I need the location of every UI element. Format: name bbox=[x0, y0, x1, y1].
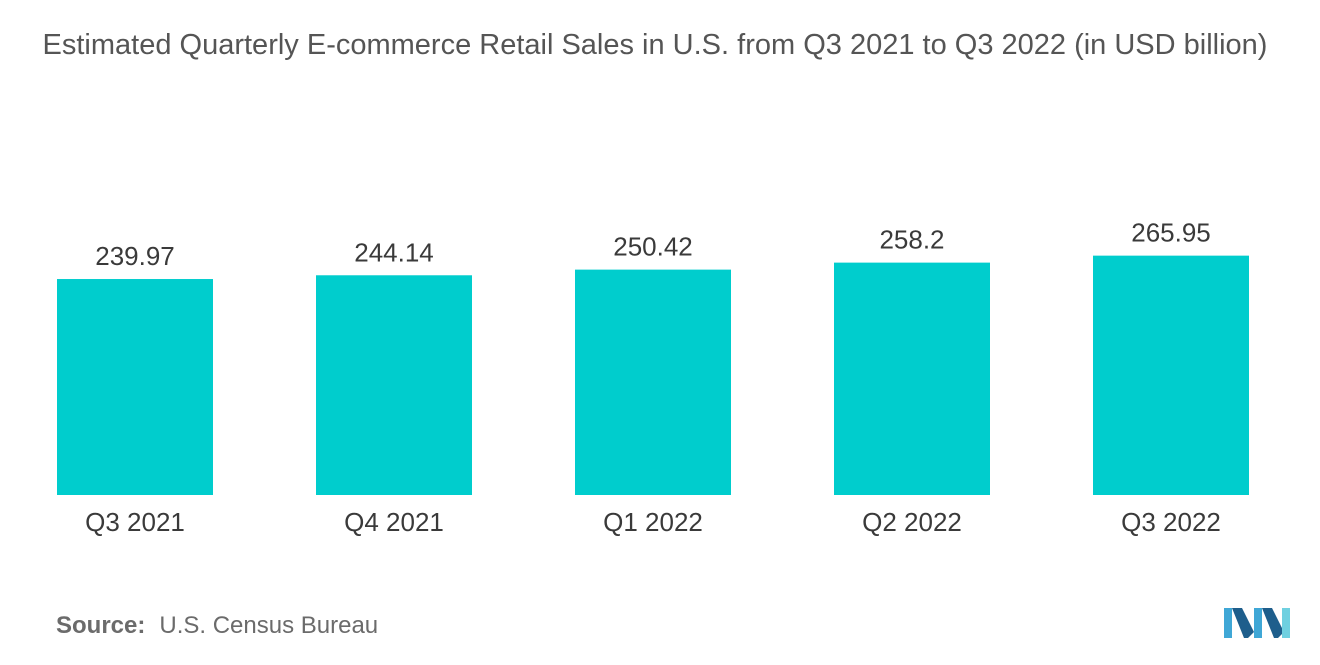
data-label: 258.2 bbox=[879, 225, 944, 255]
bar-q3-2021 bbox=[57, 279, 213, 495]
bar-q3-2022 bbox=[1093, 255, 1249, 495]
x-tick-labels-layer: Q3 2021 Q4 2021 Q1 2022 Q2 2022 Q3 2022 bbox=[85, 507, 1221, 537]
source-note: Source: U.S. Census Bureau bbox=[56, 612, 378, 640]
data-label: 244.14 bbox=[354, 237, 434, 267]
bar-q2-2022 bbox=[834, 262, 990, 495]
x-tick-label: Q3 2021 bbox=[85, 507, 185, 537]
x-tick-label: Q1 2022 bbox=[603, 507, 703, 537]
x-tick-label: Q2 2022 bbox=[862, 507, 962, 537]
mordor-intelligence-logo-icon bbox=[1224, 608, 1290, 638]
source-label: Source: bbox=[56, 612, 146, 639]
source-text: U.S. Census Bureau bbox=[159, 612, 379, 639]
x-tick-label: Q3 2022 bbox=[1121, 507, 1221, 537]
bar-q1-2022 bbox=[575, 269, 731, 495]
data-label: 265.95 bbox=[1131, 218, 1211, 248]
bars-layer bbox=[57, 255, 1249, 495]
value-labels-layer: 239.97 244.14 250.42 258.2 265.95 bbox=[95, 218, 1211, 271]
chart-title: Estimated Quarterly E-commerce Retail Sa… bbox=[42, 29, 1268, 61]
bar-q4-2021 bbox=[316, 275, 472, 495]
x-tick-label: Q4 2021 bbox=[344, 507, 444, 537]
data-label: 239.97 bbox=[95, 241, 175, 271]
data-label: 250.42 bbox=[613, 232, 693, 262]
